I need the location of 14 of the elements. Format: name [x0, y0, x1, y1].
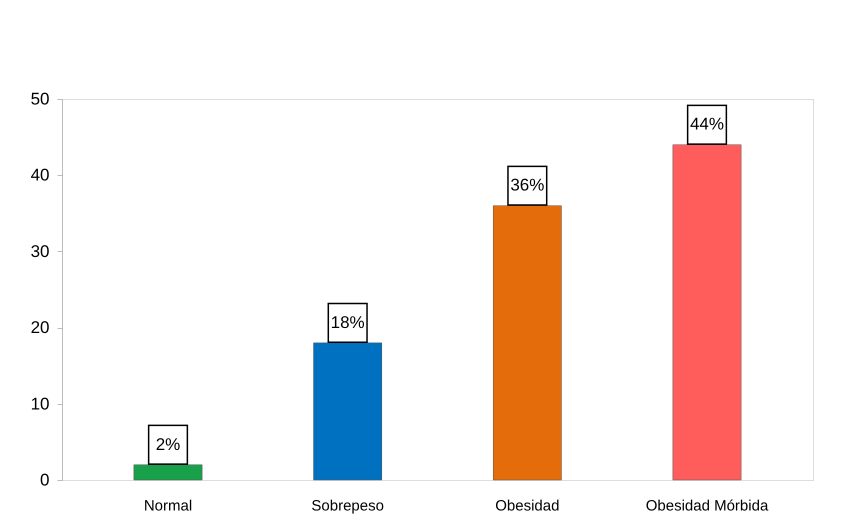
y-tick-label: 40 — [30, 166, 50, 185]
data-label: 18% — [330, 312, 365, 332]
x-tick-label: Obesidad — [495, 498, 560, 514]
data-label: 44% — [690, 114, 724, 134]
y-tick-label: 0 — [40, 470, 50, 490]
data-label: 2% — [156, 434, 180, 454]
x-tick-label: Sobrepeso — [311, 498, 384, 514]
y-tick-label: 30 — [30, 242, 50, 261]
y-tick-label: 10 — [30, 394, 50, 414]
y-tick-label: 20 — [30, 318, 50, 338]
y-tick-label: 50 — [30, 90, 50, 108]
x-tick-label: Obesidad Mórbida — [646, 498, 769, 514]
data-label: 36% — [510, 176, 544, 195]
x-tick-label: Normal — [144, 498, 192, 514]
